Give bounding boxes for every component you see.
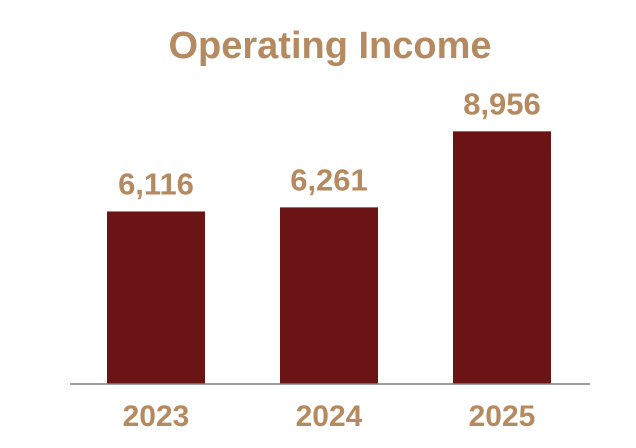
bar-2025 [453,131,551,384]
value-label-2025: 8,956 [463,86,541,121]
chart-title: Operating Income [168,25,491,67]
value-label-2023: 6,116 [118,166,194,201]
category-label-2023: 2023 [123,400,190,433]
bar-2024 [280,207,378,384]
category-label-2024: 2024 [296,400,363,433]
bar-2023 [107,211,205,384]
bars-layer [107,131,551,384]
category-label-2025: 2025 [469,400,536,433]
labels-layer: 6,116 2023 6,261 2024 8,956 2025 [118,86,541,433]
value-label-2024: 6,261 [290,162,368,197]
